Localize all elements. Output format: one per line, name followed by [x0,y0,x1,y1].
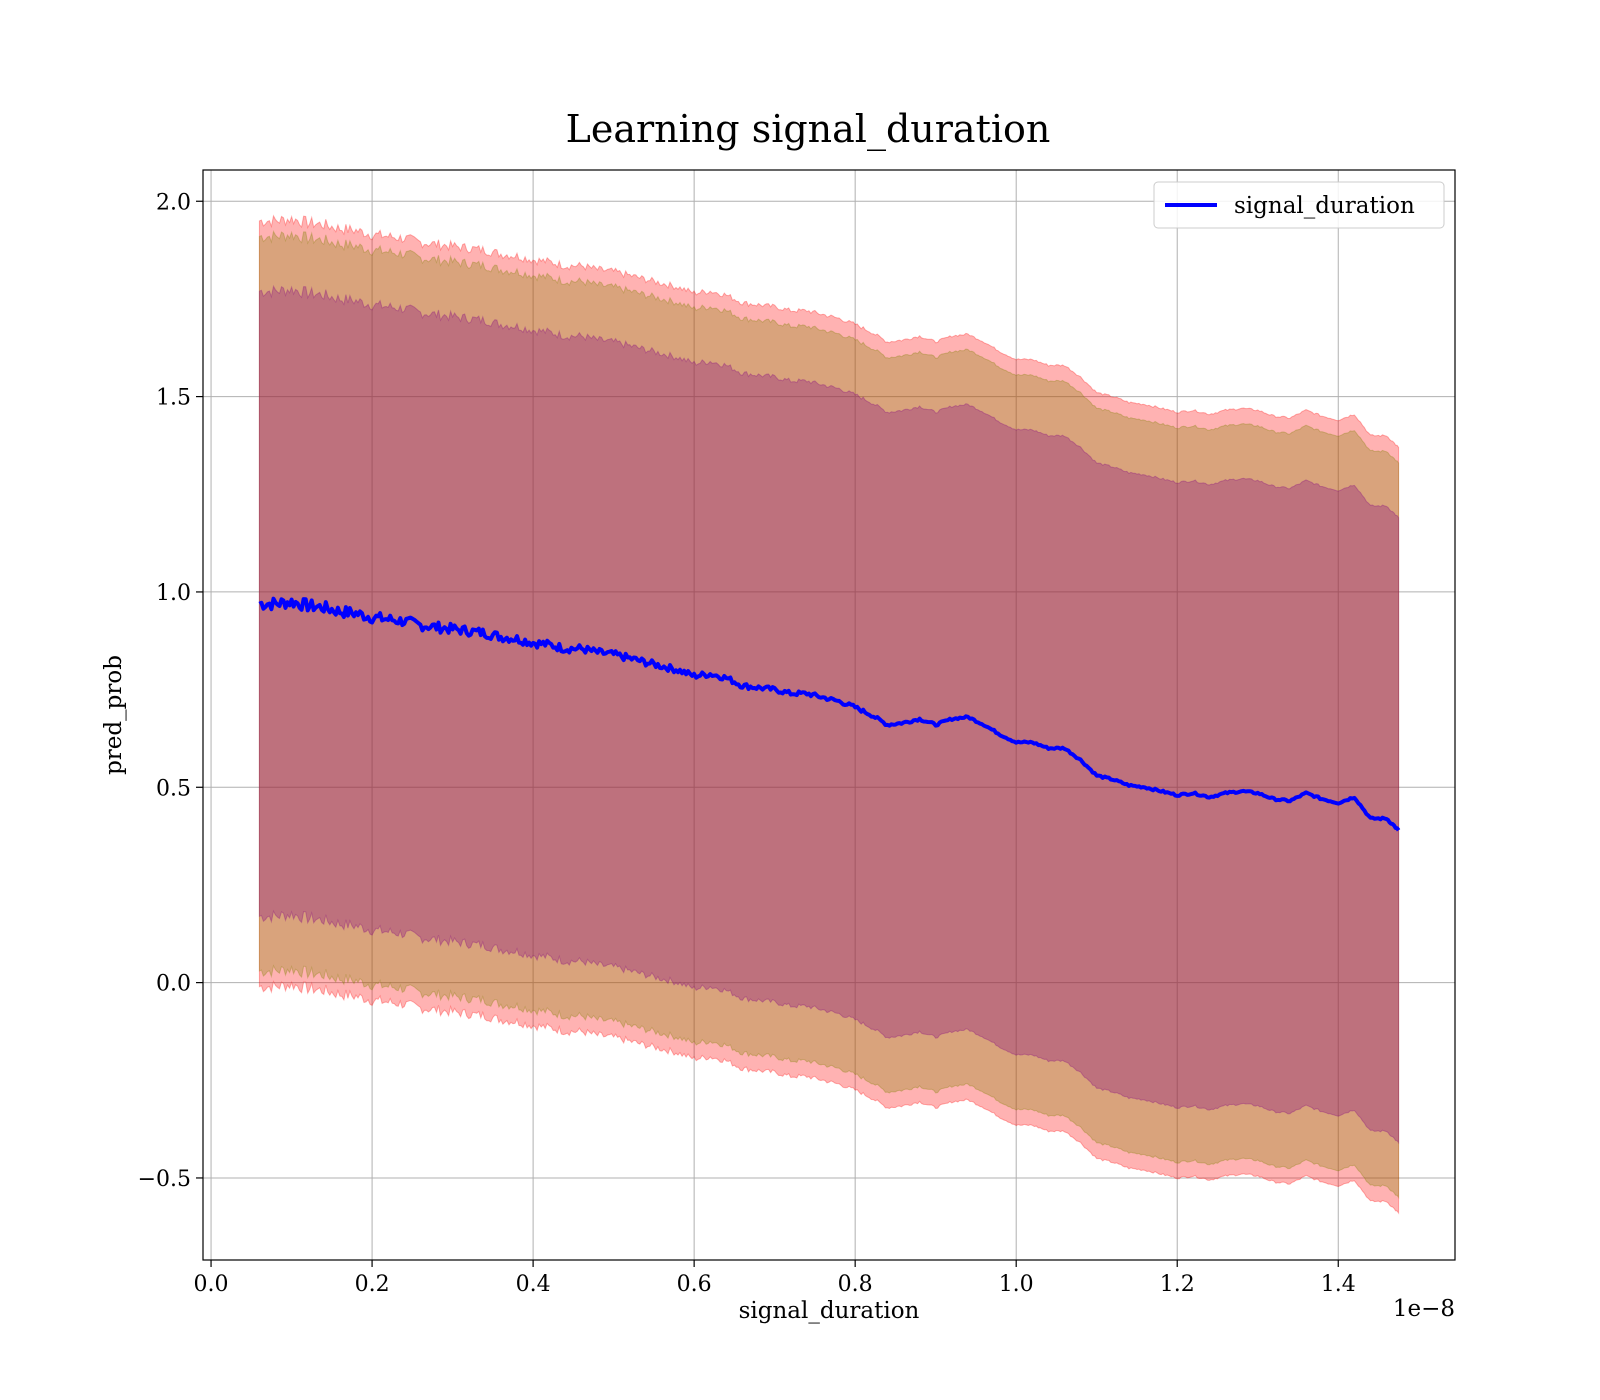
x-tick-label: 1.0 [999,1272,1034,1297]
confidence-band-middle [258,230,1400,1200]
x-axis-ticks: 0.0 0.2 0.4 0.6 0.8 1.0 1.2 1.4 [194,1260,1356,1297]
legend: signal_duration [1153,181,1445,229]
x-tick-label: 0.2 [355,1272,390,1297]
x-tick-label: 0.6 [677,1272,712,1297]
y-tick-label: 1.0 [156,581,191,606]
y-tick-label: −0.5 [138,1167,191,1192]
chart-title: Learning signal_duration [566,107,1051,152]
plot-frame [202,169,1456,1261]
plot-area [203,170,1455,1260]
series-lines [258,596,1401,832]
y-tick-label: 0.5 [156,776,191,801]
confidence-bands [258,214,1400,1215]
y-tick-label: 2.0 [156,190,191,215]
x-tick-label: 0.4 [516,1272,551,1297]
grid [203,170,1455,1260]
y-tick-label: 1.5 [156,386,191,411]
x-tick-label: 0.8 [838,1272,873,1297]
x-tick-label: 1.4 [1321,1272,1356,1297]
legend-label: signal_duration [1234,193,1415,219]
legend-box [1153,181,1445,229]
confidence-band-outer [258,214,1400,1215]
x-tick-label: 1.2 [1160,1272,1195,1297]
series-line-signal-duration [258,596,1401,832]
x-tick-label: 0.0 [194,1272,229,1297]
y-axis-label: pred_prob [101,655,127,775]
y-axis-ticks: −0.5 0.0 0.5 1.0 1.5 2.0 [138,190,203,1192]
confidence-band-inner [258,284,1400,1145]
x-axis-label: signal_duration [739,1298,920,1324]
y-tick-label: 0.0 [156,972,191,997]
x-axis-offset-text: 1e−8 [1393,1296,1455,1322]
